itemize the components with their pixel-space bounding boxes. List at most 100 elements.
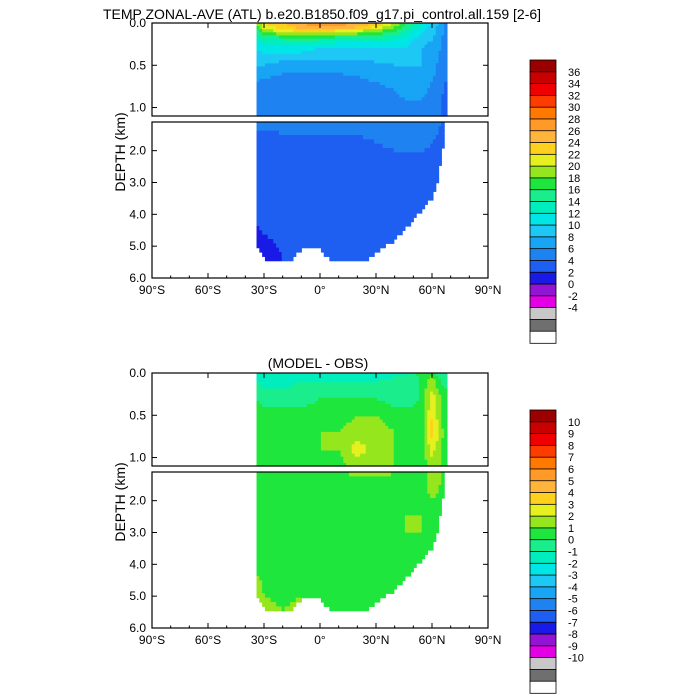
field-cell <box>399 195 403 201</box>
field-cell <box>312 444 316 448</box>
field-cell <box>365 247 370 253</box>
field-cell <box>323 462 328 467</box>
field-cell <box>410 54 414 58</box>
field-cell <box>351 94 356 98</box>
field-cell <box>273 26 277 30</box>
field-cell <box>332 126 336 132</box>
field-cell <box>304 243 308 249</box>
field-cell <box>348 35 353 40</box>
field-cell <box>290 182 294 188</box>
field-cell <box>332 385 336 390</box>
field-cell <box>371 109 375 114</box>
field-cell <box>315 382 319 386</box>
field-cell <box>323 38 328 43</box>
field-cell <box>337 382 342 386</box>
field-cell <box>365 38 370 43</box>
field-cell <box>365 252 370 257</box>
field-cell <box>351 191 356 197</box>
field-cell <box>416 60 420 64</box>
field-cell <box>399 88 403 92</box>
field-cell <box>306 156 311 162</box>
field-cell <box>390 26 395 30</box>
field-cell <box>281 200 286 205</box>
field-cell <box>365 139 370 145</box>
field-cell <box>306 85 311 89</box>
field-cell <box>360 63 364 67</box>
field-cell <box>284 41 288 46</box>
field-cell <box>418 85 423 89</box>
field-cell <box>320 379 325 383</box>
field-cell <box>334 239 339 244</box>
field-cell <box>410 208 414 214</box>
field-cell <box>441 47 445 52</box>
field-cell <box>326 50 330 55</box>
field-cell <box>413 60 417 64</box>
field-cell <box>368 187 372 192</box>
field-cell <box>332 57 336 61</box>
field-cell <box>315 148 319 153</box>
field-cell <box>287 69 291 74</box>
field-cell <box>413 103 417 108</box>
field-cell <box>315 91 319 95</box>
field-cell <box>360 41 364 46</box>
field-cell <box>306 234 311 240</box>
field-cell <box>340 174 344 179</box>
field-cell <box>304 391 308 396</box>
field-cell <box>374 32 378 36</box>
field-cell <box>393 182 398 188</box>
field-cell <box>390 54 395 58</box>
field-cell <box>262 397 266 402</box>
field-cell <box>270 178 274 184</box>
field-cell <box>334 400 339 405</box>
field-cell <box>304 422 308 427</box>
field-cell <box>326 29 330 33</box>
field-cell <box>315 139 319 145</box>
field-cell <box>256 139 260 145</box>
field-cell <box>390 221 395 227</box>
field-cell <box>323 385 328 390</box>
field-cell <box>306 453 311 458</box>
field-cell <box>343 256 347 262</box>
field-cell <box>259 204 263 210</box>
field-cell <box>287 112 291 117</box>
field-cell <box>427 47 431 52</box>
field-cell <box>435 44 440 49</box>
field-cell <box>326 130 330 136</box>
colorbar-swatch <box>529 177 557 191</box>
field-cell <box>390 191 395 197</box>
field-cell <box>315 217 319 223</box>
field-cell <box>329 88 333 92</box>
field-cell <box>267 444 272 448</box>
field-cell <box>267 394 272 399</box>
field-cell <box>318 441 322 445</box>
field-cell <box>399 200 403 205</box>
field-cell <box>424 135 428 140</box>
field-cell <box>346 143 350 149</box>
field-cell <box>320 425 325 430</box>
field-cell <box>298 234 302 240</box>
field-cell <box>312 221 316 227</box>
field-cell <box>290 148 294 153</box>
field-cell <box>287 453 291 458</box>
field-cell <box>281 23 286 27</box>
field-cell <box>267 97 272 102</box>
field-cell <box>435 130 440 136</box>
field-cell <box>267 100 272 105</box>
field-cell <box>292 450 297 455</box>
field-cell <box>326 221 330 227</box>
field-cell <box>320 35 325 40</box>
field-cell <box>262 97 266 102</box>
field-cell <box>396 44 400 49</box>
field-cell <box>441 97 445 102</box>
field-cell <box>270 195 274 201</box>
field-cell <box>421 161 426 166</box>
field-cell <box>444 26 448 30</box>
field-cell <box>357 44 361 49</box>
field-cell <box>337 187 342 192</box>
field-cell <box>264 422 269 427</box>
field-cell <box>264 165 269 171</box>
field-cell <box>264 174 269 179</box>
field-cell <box>276 462 280 467</box>
field-cell <box>304 152 308 158</box>
field-cell <box>256 397 260 402</box>
